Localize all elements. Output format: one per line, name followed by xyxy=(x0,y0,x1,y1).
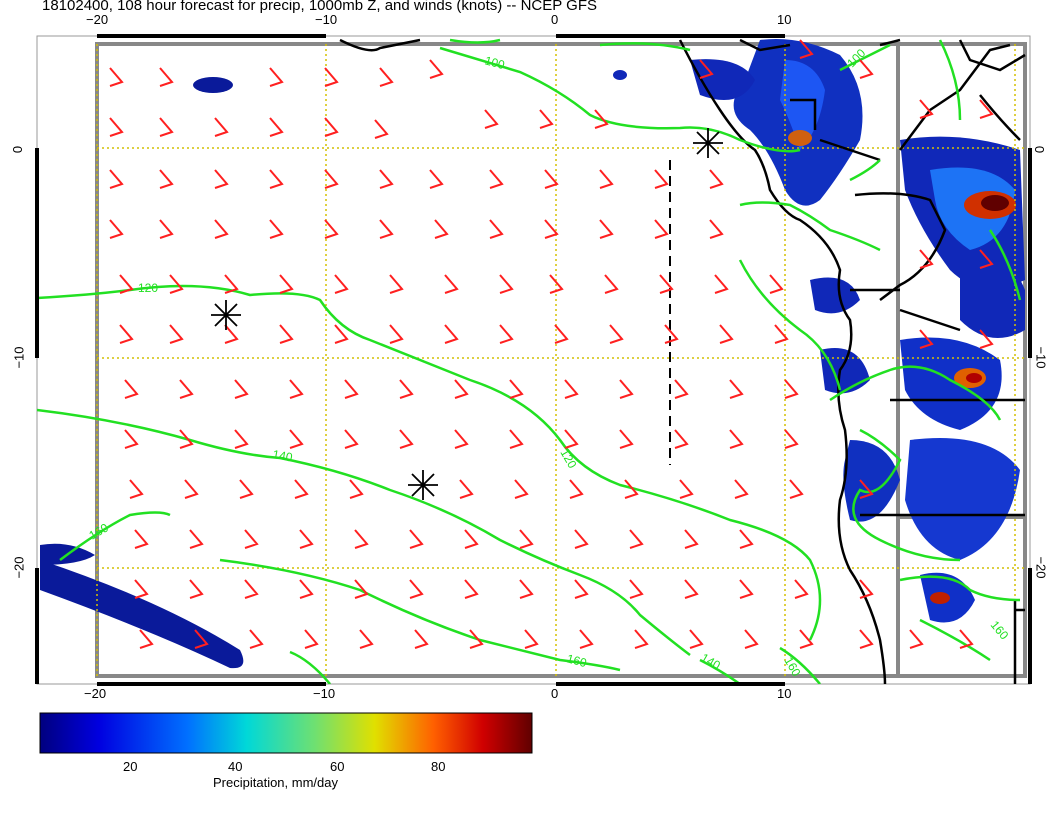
lon-tick-bottom: 10 xyxy=(777,686,792,701)
contour-label: 160 xyxy=(565,651,588,670)
height-contours xyxy=(37,38,1022,684)
colorbar-label: Precipitation, mm/day xyxy=(213,775,338,790)
map-frame xyxy=(36,35,1031,685)
cyclone-markers xyxy=(211,128,723,500)
contour-label: 100 xyxy=(483,53,506,72)
lon-tick-bottom: −20 xyxy=(84,686,107,701)
lat-tick-right: −10 xyxy=(1033,346,1049,369)
lon-tick-bottom: −10 xyxy=(313,686,336,701)
map-title: 18102400, 108 hour forecast for precip, … xyxy=(42,0,597,14)
coastline xyxy=(339,38,1026,684)
lon-tick-top: 10 xyxy=(777,12,792,27)
axis-bars xyxy=(35,34,1032,686)
lat-tick-right: −20 xyxy=(1033,556,1049,579)
lat-tick-right: 0 xyxy=(1032,145,1048,154)
colorbar-tick: 60 xyxy=(330,759,345,774)
lat-tick-left: −10 xyxy=(11,346,27,369)
lat-tick-left: −20 xyxy=(11,556,27,579)
lon-tick-top: −20 xyxy=(86,12,109,27)
colorbar-tick: 40 xyxy=(228,759,243,774)
wind-barbs xyxy=(109,39,994,649)
graticule xyxy=(96,44,1025,676)
colorbar-tick: 80 xyxy=(431,759,446,774)
lat-tick-left: 0 xyxy=(10,145,26,154)
lon-tick-top: −10 xyxy=(315,12,338,27)
lon-tick-top: 0 xyxy=(551,12,559,27)
lon-tick-bottom: 0 xyxy=(551,686,559,701)
contour-label: 120 xyxy=(138,281,158,295)
precip-colorbar xyxy=(39,712,533,754)
contour-label: 140 xyxy=(271,447,293,464)
colorbar-tick: 20 xyxy=(123,759,138,774)
